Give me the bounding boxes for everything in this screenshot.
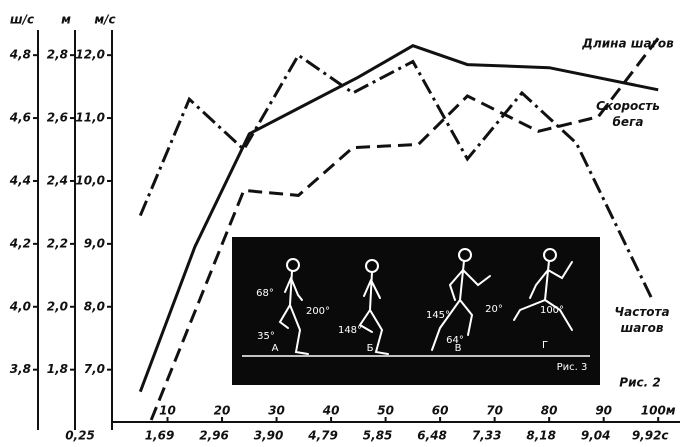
angle-label: 35° (257, 331, 275, 342)
angle-label: 100° (540, 305, 564, 316)
inset-caption: Рис. 3 (557, 362, 588, 373)
figure-letter: А (272, 343, 279, 354)
time-label: 0,25 (65, 429, 95, 443)
y-tick-label: 2,2 (47, 236, 68, 250)
figure-letter: Б (367, 343, 374, 354)
x-tick-label: 90 (595, 404, 612, 418)
angle-label: 148° (338, 325, 362, 336)
time-label: 1,69 (145, 429, 175, 443)
y-tick-label: 4,2 (9, 236, 31, 250)
y-tick-label: 3,8 (10, 362, 31, 376)
time-label: 8,18 (526, 429, 556, 443)
angle-label: 68° (256, 288, 274, 299)
y-tick-label: 4,6 (9, 111, 31, 125)
y-tick-label: 11,0 (75, 111, 105, 125)
axis-unit: ш/с (10, 13, 34, 27)
time-label: 2,96 (199, 429, 229, 443)
x-tick-label: 10 (159, 404, 176, 418)
chart: ш/с м м/с 68°35°200°148°145°20°64°100°АБ… (0, 0, 688, 447)
time-label: 6,48 (417, 429, 447, 443)
y-tick-label: 8,0 (84, 299, 105, 313)
time-label: 3,90 (254, 429, 284, 443)
x-tick-label: 50 (377, 404, 394, 418)
angle-label: 20° (485, 304, 503, 315)
time-label: 7,33 (472, 429, 502, 443)
x-tick-label: 40 (322, 404, 340, 418)
axis-unit: м/с (94, 13, 115, 27)
figure-letter: Г (542, 340, 548, 351)
y-tick-label: 12,0 (75, 48, 105, 62)
angle-label: 145° (426, 310, 450, 321)
y-tick-label: 10,0 (75, 173, 105, 187)
y-tick-label: 2,6 (47, 111, 68, 125)
figure-letter: В (455, 343, 462, 354)
y-tick-label: 2,8 (47, 48, 68, 62)
angle-label: 200° (306, 306, 330, 317)
x-tick-label: 20 (214, 404, 231, 418)
x-tick-label: 100м (641, 404, 676, 418)
time-label: 9,92с (632, 429, 669, 443)
y-tick-label: 4,8 (9, 48, 31, 62)
y-tick-label: 2,0 (47, 299, 68, 313)
time-label: 5,85 (363, 429, 393, 443)
y-tick-label: 7,0 (84, 362, 105, 376)
x-tick-label: 30 (268, 404, 285, 418)
y-tick-label: 4,0 (9, 299, 31, 313)
y-tick-label: 9,0 (84, 236, 105, 250)
series-label: Длина шагов (581, 37, 674, 51)
y-tick-label: 2,4 (47, 173, 68, 187)
caption: Рис. 2 (619, 376, 660, 390)
x-tick-label: 60 (432, 404, 449, 418)
y-tick-label: 1,8 (47, 362, 68, 376)
axis-unit: м (61, 13, 71, 27)
x-tick-label: 70 (486, 404, 503, 418)
time-label: 4,79 (307, 429, 338, 443)
x-tick-label: 80 (541, 404, 558, 418)
y-tick-label: 4,4 (9, 173, 31, 187)
time-label: 9,04 (581, 429, 611, 443)
